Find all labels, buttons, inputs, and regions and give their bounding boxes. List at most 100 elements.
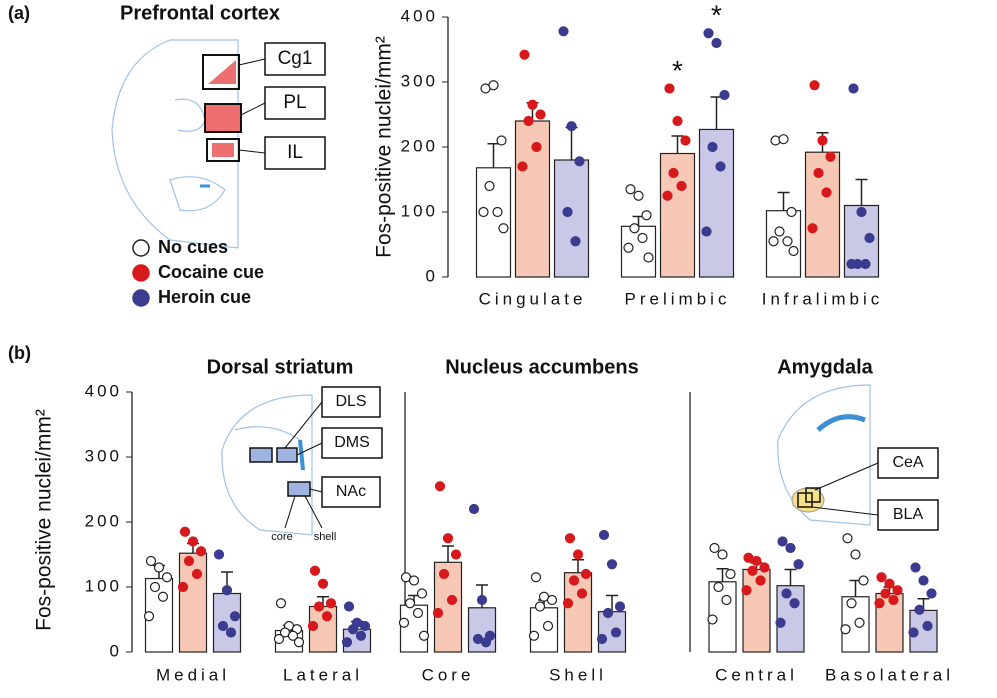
data-point: [275, 598, 287, 609]
y-tick-label: 400: [85, 381, 122, 400]
y-tick-label: 0: [110, 641, 122, 660]
data-point: [438, 568, 450, 580]
x-tick-label: Prelimbic: [625, 289, 731, 308]
data-point: [840, 624, 851, 635]
data-point: [602, 607, 614, 619]
data-point: [768, 236, 779, 247]
data-point: [725, 568, 736, 580]
data-point: [759, 562, 770, 573]
region-label: core: [271, 531, 292, 543]
data-point: [476, 594, 488, 606]
data-point: [610, 627, 622, 638]
data-point: [821, 187, 832, 198]
data-point: [149, 581, 161, 593]
data-point: [781, 588, 792, 599]
data-point: [546, 594, 558, 606]
data-point: [926, 588, 937, 599]
data-point: [568, 575, 580, 586]
significance-mark: *: [672, 55, 683, 86]
data-point: [313, 601, 325, 612]
data-point: [412, 607, 424, 619]
data-point: [662, 190, 673, 201]
region-label: PL: [283, 92, 306, 113]
legend-label: Heroin cue: [158, 287, 251, 307]
y-tick-label: 300: [401, 71, 438, 90]
panel-label: (a): [8, 3, 30, 23]
bar: [529, 607, 559, 653]
data-point: [596, 633, 608, 645]
data-point: [880, 588, 891, 599]
error-bar: [710, 96, 723, 130]
data-point: [876, 572, 887, 583]
data-point: [629, 223, 640, 234]
data-point: [528, 630, 540, 641]
data-point: [488, 80, 499, 91]
data-point: [884, 578, 895, 589]
data-point: [432, 607, 444, 619]
data-point: [562, 206, 573, 218]
data-point: [177, 581, 189, 593]
data-point: [496, 135, 507, 146]
data-point: [484, 180, 495, 192]
data-point: [775, 617, 786, 628]
data-point: [213, 549, 225, 560]
data-point: [918, 575, 929, 586]
data-point: [633, 190, 644, 201]
legend-label: No cues: [158, 237, 228, 257]
data-point: [789, 598, 800, 609]
error-bar: [716, 568, 729, 582]
data-point: [707, 141, 718, 153]
data-point: [145, 555, 157, 567]
data-point: [614, 601, 626, 612]
x-tick-label: Central: [715, 665, 798, 684]
data-point: [751, 555, 762, 567]
data-point: [341, 637, 353, 648]
brain-diagram: [221, 386, 383, 536]
error-bar: [777, 191, 790, 211]
data-point: [860, 258, 871, 270]
data-point: [434, 481, 446, 492]
y-tick-label: 0: [426, 266, 438, 285]
data-point: [741, 585, 752, 596]
chart-title: Amygdala: [777, 356, 873, 378]
data-point: [530, 572, 542, 583]
y-tick-label: 100: [85, 576, 122, 595]
data-point: [564, 533, 576, 544]
data-point: [225, 627, 237, 638]
data-point: [195, 546, 207, 557]
data-point: [309, 565, 321, 576]
x-tick-label: Core: [422, 665, 475, 684]
data-point: [468, 503, 480, 515]
data-point: [747, 565, 758, 576]
region-label: Cg1: [278, 48, 313, 69]
data-point: [703, 28, 714, 39]
brain-diagram: [777, 384, 939, 531]
data-point: [161, 572, 173, 583]
chart-title: Nucleus accumbens: [445, 356, 638, 378]
data-point: [580, 568, 592, 580]
data-point: [825, 151, 836, 162]
data-point: [641, 210, 652, 221]
data-point: [637, 232, 648, 244]
data-point: [922, 620, 933, 632]
data-point: [321, 611, 333, 622]
data-point: [523, 115, 534, 127]
y-axis-label: Fos-positive nuclei/mm²: [373, 36, 396, 258]
data-point: [450, 549, 462, 560]
region-label: DMS: [334, 434, 370, 451]
data-point: [359, 620, 371, 632]
data-point: [668, 167, 679, 179]
data-point: [572, 549, 584, 560]
data-point: [492, 206, 503, 218]
data-point: [558, 26, 569, 37]
data-point: [517, 161, 528, 172]
error-bar: [855, 178, 868, 206]
x-tick-label: Infralimbic: [762, 289, 883, 308]
data-point: [664, 83, 675, 94]
region-label: shell: [314, 531, 337, 543]
data-point: [755, 575, 766, 586]
y-tick-label: 400: [401, 6, 438, 25]
x-tick-label: Medial: [156, 665, 230, 684]
bar: [698, 128, 735, 278]
